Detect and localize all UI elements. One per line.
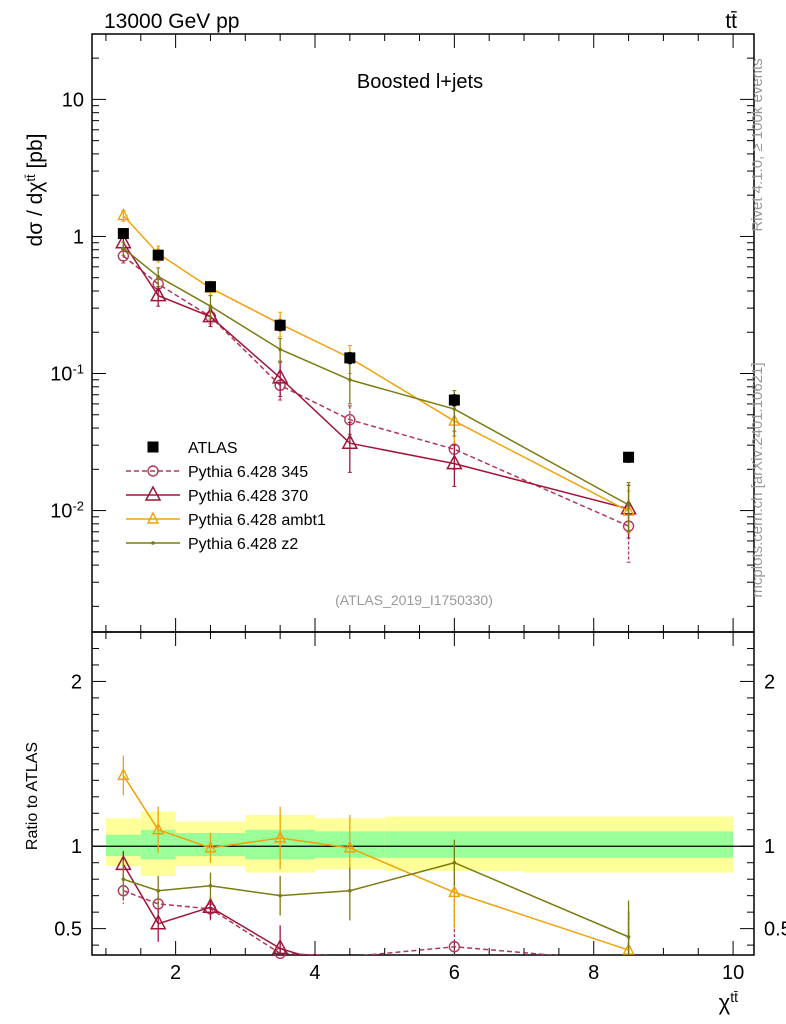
legend-label: Pythia 6.428 ambt1 [188,512,326,529]
legend-label: ATLAS [188,440,238,457]
y-tick-label: 1 [73,226,84,248]
data-point-marker [117,228,129,240]
svg-text:dσ / dχtt̄ [pb]: dσ / dχtt̄ [pb] [23,134,48,247]
open-triangle-marker [149,914,167,930]
open-triangle-marker [271,938,289,955]
ratio-y-tick-label-right: 2 [764,671,775,693]
small-triangle-marker [152,822,165,835]
plot-title: Boosted l+jets [357,71,483,93]
legend-entry: ATLAS [147,440,238,457]
data-point-marker [204,281,216,293]
main-plot-panel: 10 1 10-1 10-2 Boosted l+jets (ATLAS_2019_I… [23,33,755,633]
x-tick-label: 2 [170,962,181,984]
dot-marker [348,377,352,382]
y-tick-label: 10 [62,89,84,111]
dot-marker [278,893,282,898]
ratio-y-tick-label: 2 [71,671,82,693]
main-y-axis-label: dσ / dχtt̄ [pb] [23,134,48,247]
small-triangle-marker [343,840,356,853]
y-tick-exponent: -2 [72,498,84,513]
legend-entry: Pythia 6.428 345 [126,464,308,481]
y-tick-label: 10-1 [50,361,84,386]
open-circle-marker [448,941,461,953]
ratio-y-tick-label: 1 [71,836,82,858]
mcplots-label: mcplots.cern.ch [arXiv:2401.10621] [749,362,766,597]
small-triangle-marker [274,830,287,843]
legend: ATLAS Pythia 6.428 345 Pythia 6.428 370 Pyt… [126,440,326,553]
ratio-y-tick-label-right: 0.5 [764,919,786,941]
open-triangle-marker [446,454,463,470]
data-point-marker [147,441,159,453]
small-triangle-marker [117,208,130,221]
ratio-series-line [123,890,560,955]
ratio-plot-frame [91,631,755,956]
open-triangle-marker [271,368,289,384]
x-tick-label: 6 [449,962,460,984]
small-triangle-marker [146,511,160,524]
x-tick-label: 10 [722,962,744,984]
legend-label: Pythia 6.428 370 [188,488,308,505]
open-circle-marker [147,465,159,477]
dot-marker [208,304,213,308]
legend-entry: Pythia 6.428 z2 [126,536,298,553]
x-axis-label: χtt̄ [719,989,738,1015]
dot-marker [626,503,631,507]
series-pythia-6-428-ambt1 [117,208,635,534]
small-triangle-marker [117,767,130,781]
dot-marker [156,274,160,279]
open-triangle-marker [341,433,359,449]
dot-marker [208,883,213,888]
dot-marker [626,935,631,939]
ratio-y-tick-label: 0.5 [54,919,82,941]
open-triangle-marker [144,485,162,501]
legend-entry: Pythia 6.428 ambt1 [126,511,326,529]
data-point-marker [274,319,286,331]
ratio-y-axis-label: Ratio to ATLAS [24,742,41,850]
dot-marker [278,347,282,352]
process-label: tt̄ [725,10,737,33]
open-triangle-marker [202,897,219,913]
dot-marker [121,246,126,251]
ratio-plot-panel: 2 2 1 1 0.5 0.5 2 4 6 8 10 Ratio to ATLAS [24,631,786,984]
data-point-marker [448,394,460,406]
y-tick-label: 10-2 [50,498,84,523]
series-pythia-6-428-z2 [121,241,631,533]
x-tick-label: 8 [588,962,599,984]
ratio-y-tick-label-right: 1 [764,836,775,858]
dot-marker [156,888,160,893]
dot-marker [348,888,352,893]
data-point-marker [344,352,356,364]
small-triangle-marker [448,884,461,898]
dot-marker [452,860,457,865]
series-line [122,255,629,527]
dot-marker [151,541,155,545]
dot-marker [121,877,126,881]
y-tick-exponent: -1 [72,361,84,376]
series-atlas [117,228,635,463]
dot-marker [452,407,457,411]
rivet-version-label: Rivet 4.1.0, ≥ 100k events [749,58,766,231]
small-triangle-marker [204,840,217,853]
analysis-watermark: (ATLAS_2019_I1750330) [335,592,493,608]
open-triangle-marker [202,307,219,323]
uncertainty-band-inner [105,834,141,857]
legend-label: Pythia 6.428 z2 [188,536,298,553]
ratio-series-pythia-6-428-345 [117,877,630,960]
data-point-marker [623,451,635,463]
svg-text:χtt̄: χtt̄ [719,989,738,1015]
legend-label: Pythia 6.428 345 [188,464,308,481]
uncertainty-band-inner [524,831,734,858]
legend-entry: Pythia 6.428 370 [126,485,308,505]
ratio-series-pythia-6-428-z2 [121,839,631,955]
data-point-marker [152,249,164,261]
energy-label: 13000 GeV pp [104,10,239,33]
x-tick-label: 4 [309,962,320,984]
open-triangle-marker [149,286,167,302]
